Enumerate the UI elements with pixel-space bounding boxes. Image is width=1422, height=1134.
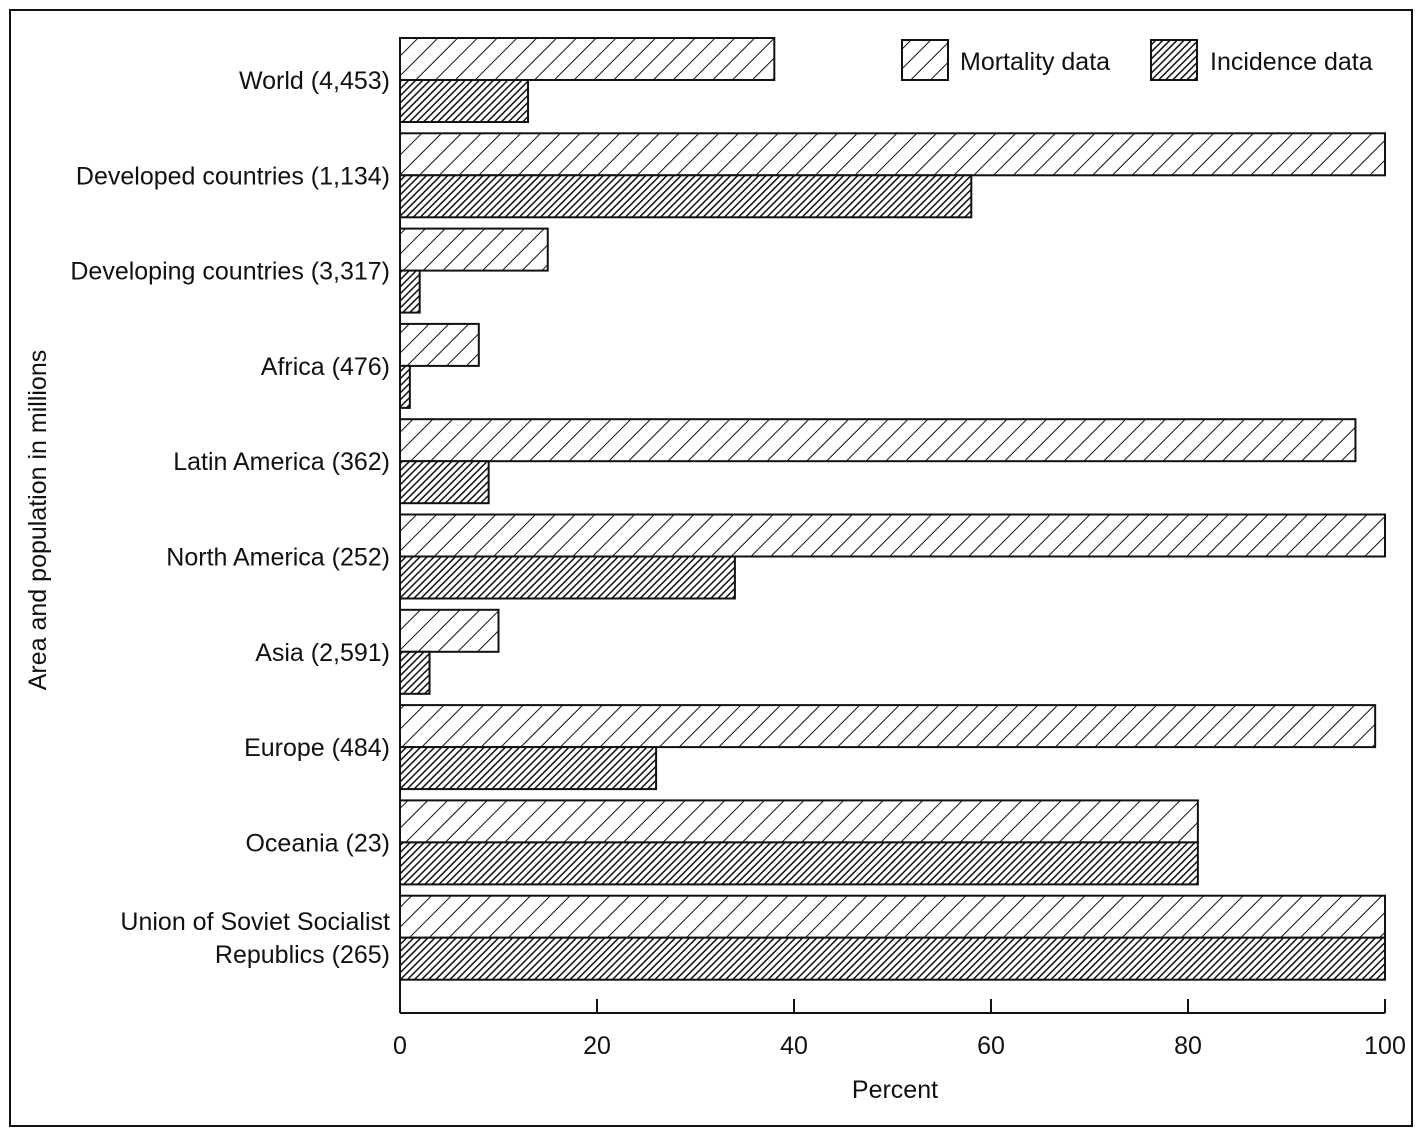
bar-incidence xyxy=(399,936,1386,981)
x-axis: 0 20 40 60 80 100 xyxy=(393,38,1406,1060)
legend-swatch-mortality xyxy=(901,39,949,81)
bar-incidence xyxy=(399,460,490,505)
category-label: Developed countries (1,134) xyxy=(76,162,390,190)
category-label: Europe (484) xyxy=(244,734,390,762)
y-axis-title: Area and population in millions xyxy=(24,350,52,691)
bar-incidence xyxy=(399,79,530,123)
category-label: Africa (476) xyxy=(261,353,390,381)
bar-mortality xyxy=(399,799,1199,844)
bar-incidence xyxy=(399,269,421,314)
legend: Mortality data Incidence data xyxy=(901,39,1373,81)
bar-mortality xyxy=(399,608,500,653)
bar-incidence xyxy=(399,650,431,695)
legend-swatch-incidence xyxy=(1150,39,1198,81)
x-axis-title: Percent xyxy=(852,1076,938,1104)
bar-mortality xyxy=(399,704,1377,749)
bar-mortality xyxy=(399,513,1386,558)
chart-border xyxy=(9,9,1413,1127)
x-tick-label: 0 xyxy=(393,1032,407,1060)
category-label: World (4,453) xyxy=(239,67,390,95)
x-tick-label: 40 xyxy=(780,1032,808,1060)
bar-incidence xyxy=(399,746,658,791)
bar-incidence xyxy=(399,174,973,219)
bar-mortality xyxy=(399,894,1386,939)
bar-mortality xyxy=(399,418,1357,463)
x-tick-label: 20 xyxy=(583,1032,611,1060)
category-label: Oceania (23) xyxy=(245,829,390,857)
x-tick-label: 60 xyxy=(977,1032,1005,1060)
bars-layer xyxy=(399,37,1386,981)
category-label: Union of Soviet Socialist xyxy=(120,908,390,936)
bar-mortality xyxy=(399,322,480,367)
category-label: Developing countries (3,317) xyxy=(70,258,390,286)
category-label: North America (252) xyxy=(166,544,390,572)
x-tick-label: 80 xyxy=(1174,1032,1202,1060)
category-label: Latin America (362) xyxy=(173,448,390,476)
category-label: Asia (2,591) xyxy=(255,639,390,667)
category-label: Republics (265) xyxy=(215,941,390,969)
bar-mortality xyxy=(399,132,1386,177)
x-tick-label: 100 xyxy=(1364,1032,1406,1060)
bar-mortality xyxy=(399,227,549,272)
bar-mortality xyxy=(399,37,776,81)
legend-label-incidence: Incidence data xyxy=(1210,48,1373,76)
bar-incidence xyxy=(399,841,1199,886)
category-labels: World (4,453) Developed countries (1,134)… xyxy=(70,67,390,969)
bar-incidence xyxy=(399,555,736,600)
legend-label-mortality: Mortality data xyxy=(960,48,1110,76)
bar-incidence xyxy=(399,364,411,409)
